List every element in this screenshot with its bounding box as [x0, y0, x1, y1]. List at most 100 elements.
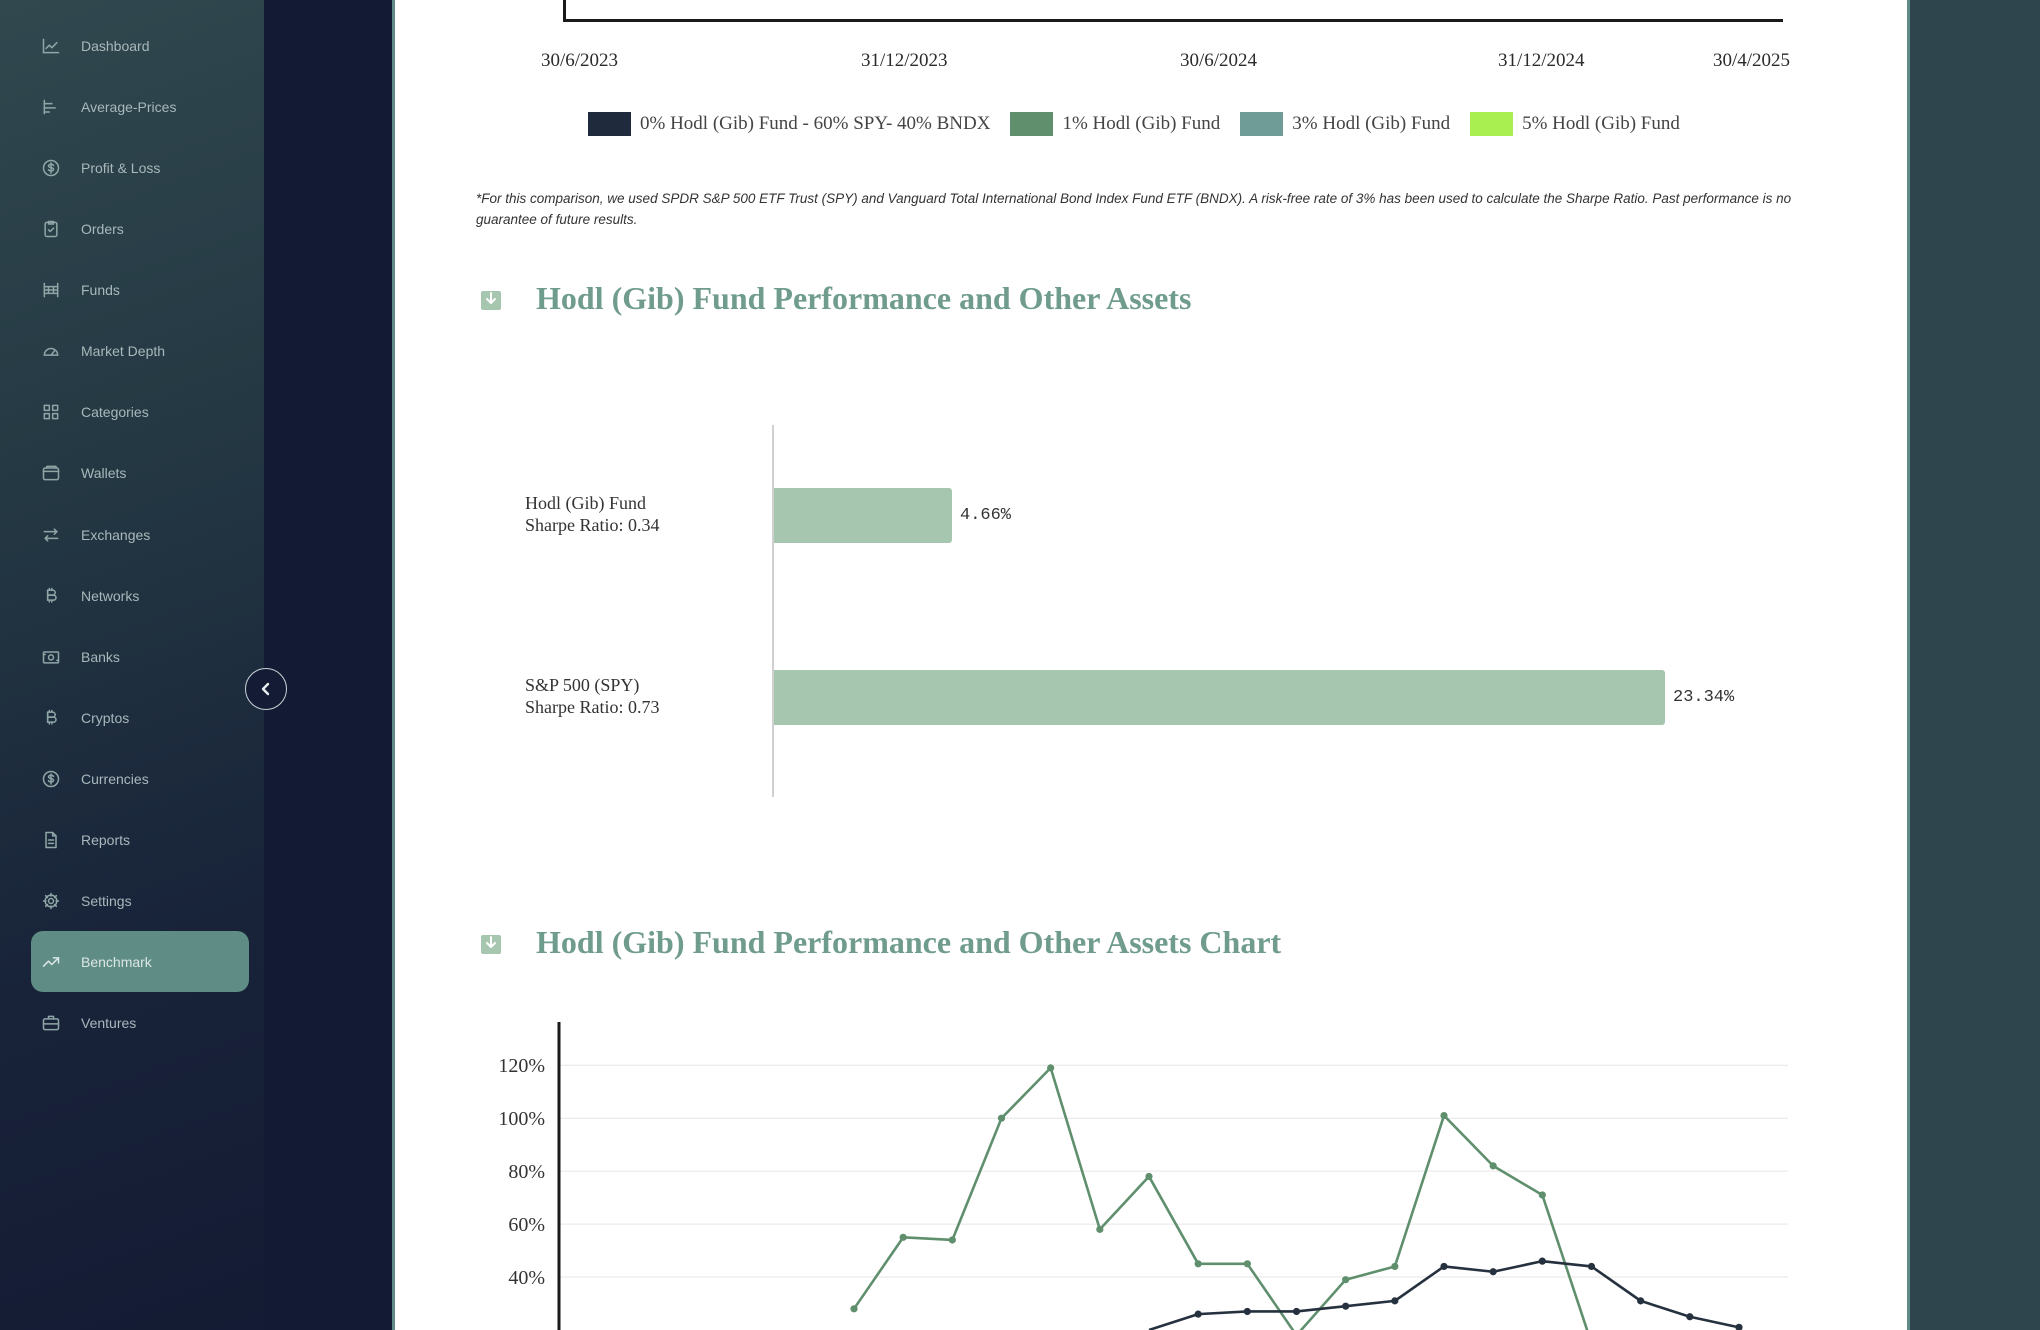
data-point[interactable]	[899, 1233, 907, 1241]
series-line	[1148, 1259, 1740, 1330]
download-icon[interactable]	[480, 287, 502, 311]
sidebar-item-dashboard[interactable]: Dashboard	[31, 15, 249, 76]
bar-sharpe-ratio: Sharpe Ratio: 0.73	[525, 697, 660, 717]
sidebar-item-profit-loss[interactable]: Profit & Loss	[31, 137, 249, 198]
data-point[interactable]	[1440, 1262, 1448, 1271]
sidebar-item-label: Profit & Loss	[81, 159, 161, 176]
bar-value-label: 4.66%	[960, 506, 1012, 525]
sidebar-item-currencies[interactable]: Currencies	[31, 748, 249, 809]
bar-chart-axis	[772, 425, 774, 797]
data-point[interactable]	[1342, 1302, 1350, 1310]
y-tick-label: 120%	[498, 1055, 545, 1077]
data-point[interactable]	[1440, 1111, 1448, 1120]
data-point[interactable]	[1145, 1172, 1153, 1181]
x-tick-label: 30/6/2024	[1180, 50, 1258, 71]
sidebar-item-funds[interactable]: Funds	[31, 259, 249, 320]
performance-line-chart: 120% 100% 80% 60% 40%	[498, 1022, 1788, 1330]
data-point[interactable]	[948, 1236, 956, 1244]
x-tick-label: 30/4/2025	[1713, 50, 1791, 71]
data-point[interactable]	[1686, 1313, 1694, 1321]
data-point[interactable]	[1391, 1262, 1399, 1271]
y-tick-label: 60%	[508, 1214, 545, 1236]
sidebar-item-label: Categories	[81, 403, 149, 420]
bar-hodl-fund[interactable]	[774, 488, 952, 543]
sidebar-item-settings[interactable]: Settings	[31, 870, 249, 931]
sidebar-item-label: Benchmark	[81, 953, 152, 970]
x-tick-label: 31/12/2023	[861, 50, 948, 71]
legend-swatch	[1470, 112, 1514, 136]
bar-sp500[interactable]	[774, 670, 1665, 725]
sidebar-item-orders[interactable]: Orders	[31, 198, 249, 259]
sidebar-item-ventures[interactable]: Ventures	[31, 992, 249, 1053]
arrows-swap-icon	[39, 523, 63, 547]
legend-label: 5% Hodl (Gib) Fund	[1522, 113, 1680, 134]
legend-entry[interactable]: 1% Hodl (Gib) Fund	[1010, 112, 1220, 136]
wallet-icon	[39, 461, 63, 485]
sidebar-item-label: Banks	[81, 648, 120, 665]
sidebar-item-label: Market Depth	[81, 342, 166, 359]
legend-entry[interactable]: 0% Hodl (Gib) Fund - 60% SPY- 40% BNDX	[588, 112, 990, 136]
comparison-footnote: *For this comparison, we used SPDR S&P 5…	[476, 191, 1792, 227]
funds-icon	[39, 278, 63, 302]
legend-label: 3% Hodl (Gib) Fund	[1292, 113, 1451, 134]
sidebar-item-label: Dashboard	[81, 37, 150, 54]
sidebar-item-benchmark[interactable]: Benchmark	[31, 931, 249, 992]
trending-up-icon	[39, 950, 63, 974]
sidebar-item-wallets[interactable]: Wallets	[31, 442, 249, 503]
data-point[interactable]	[1637, 1297, 1645, 1305]
data-point[interactable]	[1243, 1307, 1251, 1316]
data-point[interactable]	[1538, 1257, 1546, 1265]
sidebar-item-cryptos[interactable]: Cryptos	[31, 687, 249, 748]
top-chart-legend: 0% Hodl (Gib) Fund - 60% SPY- 40% BNDX 1…	[588, 112, 1700, 136]
data-point[interactable]	[1735, 1323, 1743, 1330]
chevron-left-icon	[261, 682, 270, 696]
legend-entry[interactable]: 3% Hodl (Gib) Fund	[1240, 112, 1450, 136]
bitcoin-icon	[39, 584, 63, 608]
data-point[interactable]	[1538, 1191, 1546, 1199]
dollar-circle-icon	[39, 767, 63, 791]
data-point[interactable]	[850, 1305, 858, 1313]
sidebar-item-label: Reports	[81, 831, 131, 848]
sidebar-item-banks[interactable]: Banks	[31, 626, 249, 687]
data-point[interactable]	[1243, 1260, 1251, 1268]
series-line	[852, 1066, 1589, 1330]
download-icon[interactable]	[480, 931, 502, 955]
sidebar-item-exchanges[interactable]: Exchanges	[31, 504, 249, 565]
y-tick-label: 100%	[498, 1108, 545, 1130]
data-point[interactable]	[1194, 1260, 1202, 1268]
data-point[interactable]	[1342, 1276, 1350, 1284]
sidebar-item-reports[interactable]: Reports	[31, 809, 249, 870]
sidebar-item-label: Currencies	[81, 770, 149, 787]
legend-entry[interactable]: 5% Hodl (Gib) Fund	[1470, 112, 1680, 136]
bar-category-label: S&P 500 (SPY) Sharpe Ratio: 0.73	[525, 674, 659, 718]
sidebar-item-label: Average-Prices	[81, 98, 177, 115]
gear-icon	[39, 889, 63, 913]
data-point[interactable]	[997, 1114, 1006, 1122]
sidebar-item-average-prices[interactable]: Average-Prices	[31, 76, 249, 137]
data-point[interactable]	[1587, 1262, 1596, 1271]
data-point[interactable]	[1489, 1268, 1497, 1276]
sidebar-item-categories[interactable]: Categories	[31, 381, 249, 442]
collapse-sidebar-button[interactable]	[245, 668, 287, 710]
x-tick-label: 31/12/2024	[1498, 50, 1585, 71]
gauge-icon	[39, 339, 63, 363]
right-background	[1910, 0, 2040, 1330]
legend-label: 0% Hodl (Gib) Fund - 60% SPY- 40% BNDX	[640, 113, 991, 134]
legend-swatch	[1010, 112, 1054, 136]
section-title: Hodl (Gib) Fund Performance and Other As…	[536, 924, 1282, 960]
data-point[interactable]	[1292, 1307, 1301, 1316]
sidebar-item-networks[interactable]: Networks	[31, 565, 249, 626]
data-point[interactable]	[1391, 1297, 1399, 1305]
data-point[interactable]	[1489, 1162, 1497, 1170]
section-title: Hodl (Gib) Fund Performance and Other As…	[536, 280, 1192, 316]
sidebar-item-label: Exchanges	[81, 526, 151, 543]
data-point[interactable]	[1194, 1310, 1202, 1318]
data-point[interactable]	[1047, 1064, 1055, 1072]
sidebar-item-label: Cryptos	[81, 709, 130, 726]
legend-label: 1% Hodl (Gib) Fund	[1062, 113, 1221, 134]
sidebar-item-label: Wallets	[81, 464, 127, 481]
bar-value-label: 23.34%	[1673, 688, 1735, 707]
data-point[interactable]	[1096, 1225, 1104, 1233]
sidebar-item-market-depth[interactable]: Market Depth	[31, 320, 249, 381]
bar-category-label: Hodl (Gib) Fund Sharpe Ratio: 0.34	[525, 492, 659, 536]
